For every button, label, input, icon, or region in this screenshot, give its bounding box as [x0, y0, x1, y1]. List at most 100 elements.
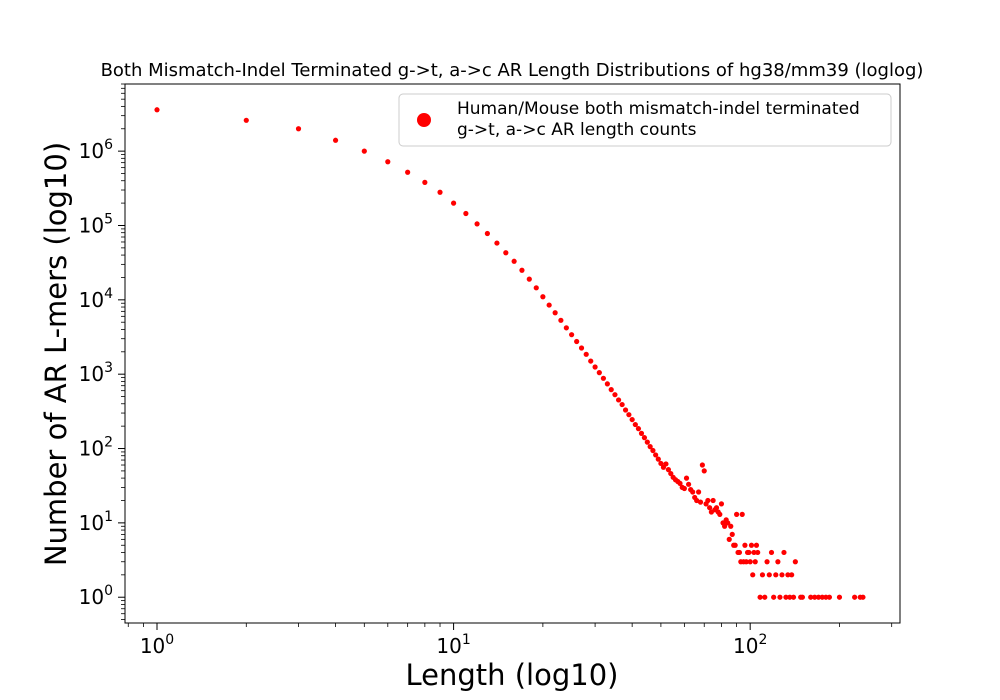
data-point — [243, 117, 249, 123]
data-point — [638, 430, 645, 436]
data-point — [718, 501, 725, 507]
legend-marker — [417, 113, 431, 127]
data-point — [734, 511, 740, 518]
data-point — [781, 549, 787, 556]
data-point — [771, 594, 777, 600]
data-point — [668, 470, 674, 477]
data-point — [596, 370, 602, 376]
data-point — [752, 559, 758, 565]
data-point — [622, 407, 629, 413]
data-point — [658, 460, 664, 467]
data-point — [574, 338, 580, 345]
legend-label-line-2: g->t, a->c AR length counts — [457, 120, 697, 140]
data-point — [705, 497, 711, 504]
data-point — [650, 447, 656, 454]
data-point — [385, 159, 391, 165]
data-point — [641, 435, 648, 441]
data-point — [787, 594, 793, 600]
data-point — [768, 549, 775, 556]
y-tick-label: 100 — [79, 583, 113, 609]
data-point — [779, 572, 785, 578]
data-point — [785, 572, 791, 578]
data-point — [812, 594, 818, 600]
data-point — [826, 594, 833, 600]
data-point — [790, 594, 797, 600]
data-point — [578, 345, 585, 351]
data-point — [819, 594, 825, 600]
data-point — [484, 230, 490, 237]
data-point — [647, 444, 653, 450]
data-point — [707, 505, 713, 511]
x-tick-label: 101 — [436, 632, 470, 658]
data-point — [655, 456, 661, 462]
data-point — [604, 381, 610, 387]
data-point — [558, 317, 564, 323]
data-point — [361, 148, 367, 154]
data-point — [697, 499, 704, 505]
data-point — [626, 412, 632, 418]
data-point — [519, 267, 525, 273]
data-point — [405, 169, 411, 175]
data-point — [777, 594, 783, 600]
data-point — [743, 559, 749, 565]
data-point — [632, 421, 638, 428]
data-point — [635, 426, 642, 432]
data-point — [799, 594, 806, 600]
data-point — [503, 250, 509, 256]
data-point — [728, 523, 734, 529]
data-point — [332, 137, 339, 143]
data-point — [766, 572, 772, 578]
data-point — [732, 542, 738, 548]
data-point — [619, 401, 625, 408]
data-point — [860, 594, 866, 600]
x-tick-label: 102 — [733, 632, 767, 658]
y-axis: 100 101 102 103 104 105 106 — [79, 83, 125, 620]
data-point — [726, 536, 732, 542]
data-point — [592, 364, 598, 370]
scatter-series — [154, 107, 866, 600]
data-point — [437, 189, 443, 195]
data-point — [808, 594, 814, 600]
data-point — [629, 416, 635, 423]
data-point — [773, 572, 779, 578]
data-point — [533, 285, 539, 291]
data-point — [540, 294, 546, 300]
data-point — [608, 387, 614, 393]
data-point — [588, 358, 594, 364]
data-point — [583, 351, 589, 357]
data-point — [725, 520, 731, 526]
data-point — [683, 475, 690, 481]
y-axis-label: Number of AR L-mers (log10) — [39, 142, 73, 566]
data-point — [677, 480, 683, 486]
data-point — [815, 594, 822, 600]
data-point — [742, 542, 748, 548]
data-point — [295, 126, 302, 132]
data-point — [494, 240, 500, 246]
data-point — [739, 511, 745, 518]
data-point — [612, 392, 618, 398]
x-axis-label: Length (log10) — [406, 658, 619, 692]
data-point — [762, 594, 768, 600]
data-point — [701, 468, 707, 474]
legend-label: Human/Mouse both mismatch-indel terminat… — [457, 99, 865, 140]
data-point — [722, 523, 728, 529]
data-point — [474, 221, 480, 227]
chart-title: Both Mismatch-Indel Terminated g->t, a->… — [101, 60, 924, 81]
data-point — [681, 485, 687, 492]
data-point — [783, 594, 789, 600]
data-point — [600, 375, 607, 381]
data-point — [746, 549, 752, 556]
data-point — [717, 511, 723, 518]
data-point — [757, 594, 763, 600]
data-point — [792, 559, 798, 565]
data-point — [644, 439, 650, 445]
y-tick-label: 101 — [79, 509, 113, 535]
data-point — [764, 559, 770, 565]
data-point — [511, 258, 517, 264]
data-point — [753, 542, 760, 548]
data-point — [546, 302, 552, 308]
data-point — [736, 549, 743, 556]
y-tick-label: 104 — [79, 286, 113, 312]
y-tick-label: 106 — [79, 137, 113, 163]
data-point — [552, 310, 558, 316]
